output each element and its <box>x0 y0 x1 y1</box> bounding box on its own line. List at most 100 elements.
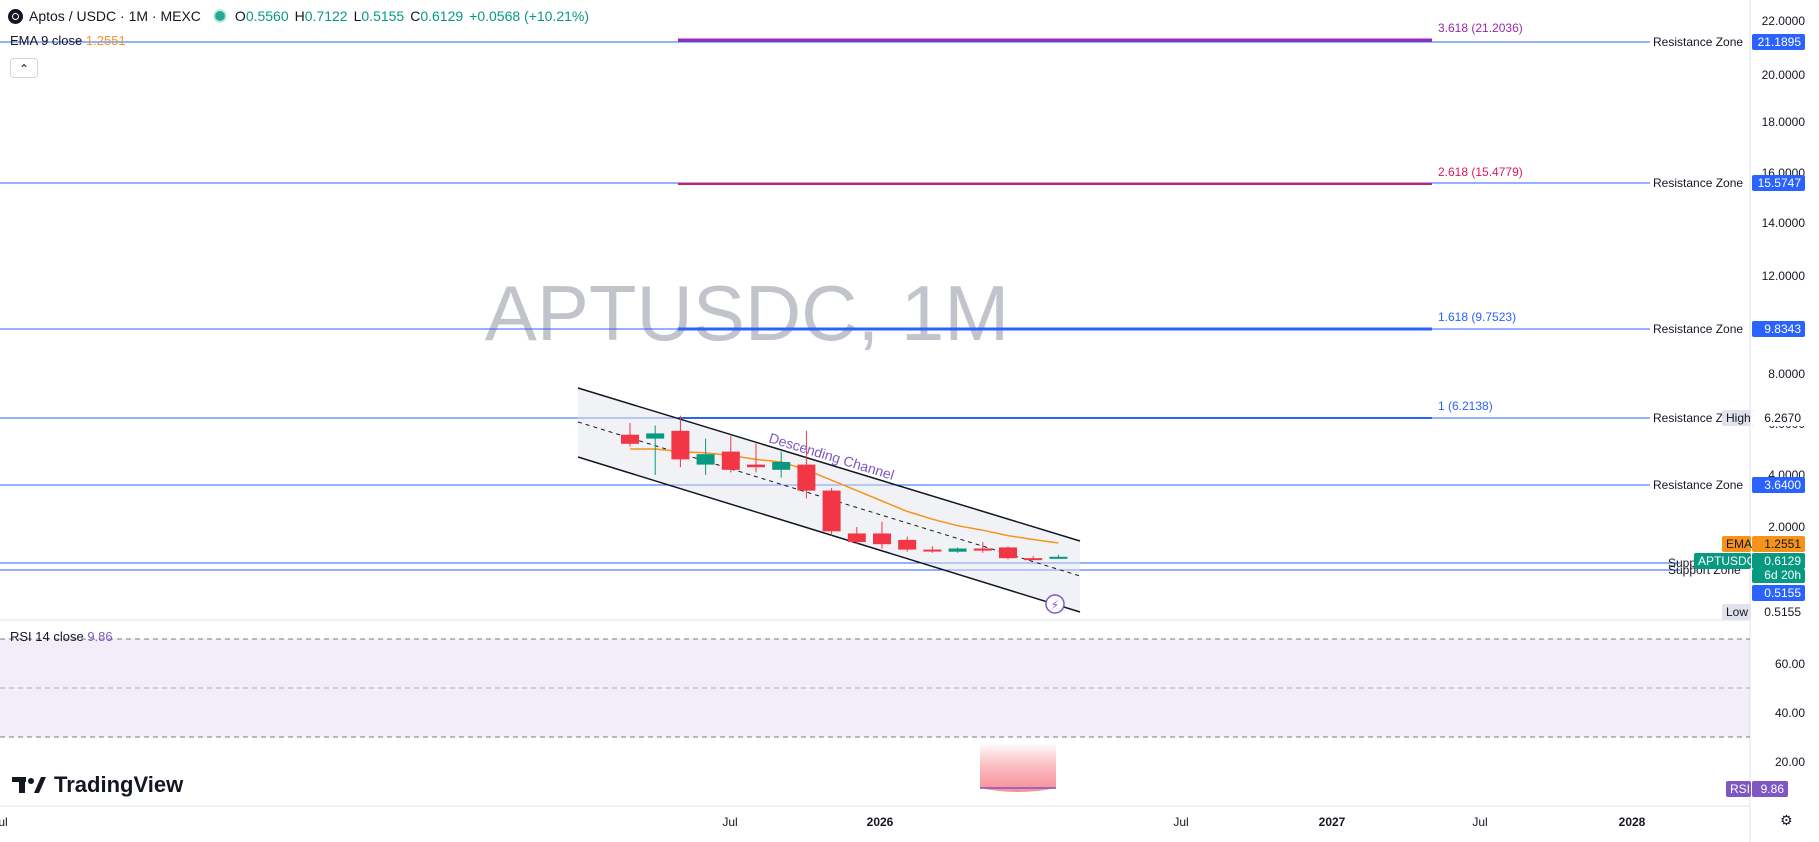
ema-legend-label: EMA 9 close <box>10 33 83 48</box>
price-axis-label: 18.0000 <box>1762 115 1806 129</box>
symbol-watermark: APTUSDC, 1M <box>485 269 1009 357</box>
high-label-tag: High <box>1722 410 1751 426</box>
low-label-tag: Low <box>1722 604 1751 620</box>
resistance-price-tag-text: 9.8343 <box>1764 322 1801 336</box>
resistance-price-tag-text: 3.6400 <box>1764 478 1801 492</box>
price-label-tag-bg <box>1694 553 1751 569</box>
resistance-zone-label: Resistance Zone <box>1653 176 1743 190</box>
support-price-tag-text: 0.5155 <box>1764 586 1801 600</box>
ema-label-tag: EMA <box>1722 536 1752 552</box>
price-axis-label: 2.0000 <box>1768 520 1805 534</box>
resistance-price-tag-text: 21.1895 <box>1758 35 1802 49</box>
candle <box>772 451 791 478</box>
candle <box>1024 556 1043 561</box>
rsi-oversold-area <box>980 743 1056 792</box>
high-label-tag-text: High <box>1726 411 1751 425</box>
candle <box>948 547 967 553</box>
candle <box>646 425 665 475</box>
change-value: +0.0568 (+10.21%) <box>469 8 590 24</box>
price-value-tag-text: 0.6129 <box>1764 554 1801 568</box>
resistance-price-tag: 3.6400 <box>1752 477 1805 493</box>
candle <box>1049 554 1068 559</box>
candle-body <box>721 451 740 470</box>
high-value: 0.7122 <box>304 8 348 24</box>
high-value-tag-bg <box>1752 410 1805 426</box>
time-axis-label: Jul <box>1173 815 1188 829</box>
high-label: H <box>294 8 305 24</box>
price-value-tag-bg <box>1752 553 1805 569</box>
resistance-zone-label: Resistance Zone <box>1653 322 1743 336</box>
candle-body <box>1024 558 1043 561</box>
candle-body <box>772 462 791 470</box>
candle-body <box>999 547 1017 559</box>
candle-body <box>1049 556 1068 559</box>
rsi-value-tag-text: 9.86 <box>1761 782 1785 796</box>
candle <box>747 443 765 473</box>
price-axis-label: 20.0000 <box>1762 68 1806 82</box>
candle <box>822 488 841 536</box>
symbol-title[interactable]: Aptos / USDC · 1M · MEXC <box>29 8 201 24</box>
open-label: O <box>234 8 246 24</box>
high-value-tag-text: 6.2670 <box>1764 411 1801 425</box>
resistance-zone-label: Resistance Zone <box>1653 35 1743 49</box>
rsi-value-tag: 9.86 <box>1752 781 1788 797</box>
candle-body <box>898 539 917 550</box>
aptos-logo-icon <box>8 8 23 24</box>
time-axis-label: 2027 <box>1319 815 1346 829</box>
chart-settings-icon[interactable]: ⚙ <box>1780 812 1793 828</box>
resistance-price-tag-bg <box>1752 477 1805 493</box>
low-value-tag: 0.5155 <box>1752 604 1805 620</box>
price-axis-label: 14.0000 <box>1762 216 1806 230</box>
low-label-tag-text: Low <box>1726 605 1748 619</box>
candle-body <box>621 434 639 444</box>
candle-body <box>747 464 765 468</box>
ema-label-tag-bg <box>1722 536 1751 552</box>
ema-value-tag-text: 1.2551 <box>1764 537 1801 551</box>
alert-icon-glyph: ⚡ <box>1051 598 1059 612</box>
price-tags: 21.189515.57479.83436.26703.6400High6.26… <box>1694 34 1805 797</box>
candle-body <box>923 549 942 552</box>
support-price-tag-bg <box>1752 585 1805 601</box>
ema-legend[interactable]: EMA 9 close 1.2551 <box>10 33 126 48</box>
candle <box>696 438 715 475</box>
channel-upper-line <box>577 387 1081 542</box>
candle-body <box>646 433 665 439</box>
rsi-pane <box>0 638 1750 792</box>
collapse-legend-button[interactable]: ⌃ <box>10 58 38 78</box>
rsi-axis-label: 60.00 <box>1775 657 1805 671</box>
high-value-tag: 6.2670 <box>1752 410 1805 426</box>
ema-label-tag-text: EMA <box>1726 537 1752 551</box>
candle <box>898 536 917 552</box>
low-label-tag-bg <box>1722 604 1751 620</box>
tradingview-logo-icon <box>12 777 46 793</box>
candles[interactable] <box>621 415 1068 561</box>
candle-body <box>671 430 690 460</box>
fib-level-label: 1.618 (9.7523) <box>1438 310 1516 324</box>
candle-body <box>847 533 866 543</box>
fib-extension: 3.618 (21.2036) 2.618 (15.4779) 1.618 (9.7… <box>678 21 1523 419</box>
ema-path <box>630 448 1059 544</box>
ema-value-tag: 1.2551 <box>1752 536 1805 552</box>
countdown-tag-bg <box>1752 569 1805 583</box>
rsi-legend[interactable]: RSI 14 close 9.86 <box>10 629 113 644</box>
rsi-axis-label: 40.00 <box>1775 706 1805 720</box>
alert-icon <box>1045 594 1065 614</box>
candle <box>873 521 891 549</box>
time-axis[interactable]: Jul 2026 Jul 2027 Jul 2028 Jul <box>0 815 1646 829</box>
channel-lower-line <box>577 456 1081 613</box>
candle <box>999 546 1017 560</box>
low-value-tag-bg <box>1752 604 1805 620</box>
price-label-tag: APTUSDC <box>1694 553 1756 569</box>
price-axis[interactable]: 22.000020.000018.000016.000014.000012.00… <box>1762 14 1806 769</box>
support-price-tag: 0.5155 <box>1752 585 1805 601</box>
rsi-axis-label: 20.00 <box>1775 755 1805 769</box>
symbol-header[interactable]: Aptos / USDC · 1M · MEXC O0.5560 H0.7122… <box>8 8 589 24</box>
candle-body <box>696 454 715 465</box>
close-value: 0.6129 <box>420 8 464 24</box>
resistance-zone-label: Resistance Zone <box>1653 478 1743 492</box>
resistance-price-tag-bg <box>1752 34 1805 50</box>
candle <box>923 546 942 553</box>
resistance-price-tag-text: 15.5747 <box>1758 176 1802 190</box>
tradingview-logo[interactable]: TradingView <box>12 772 183 798</box>
